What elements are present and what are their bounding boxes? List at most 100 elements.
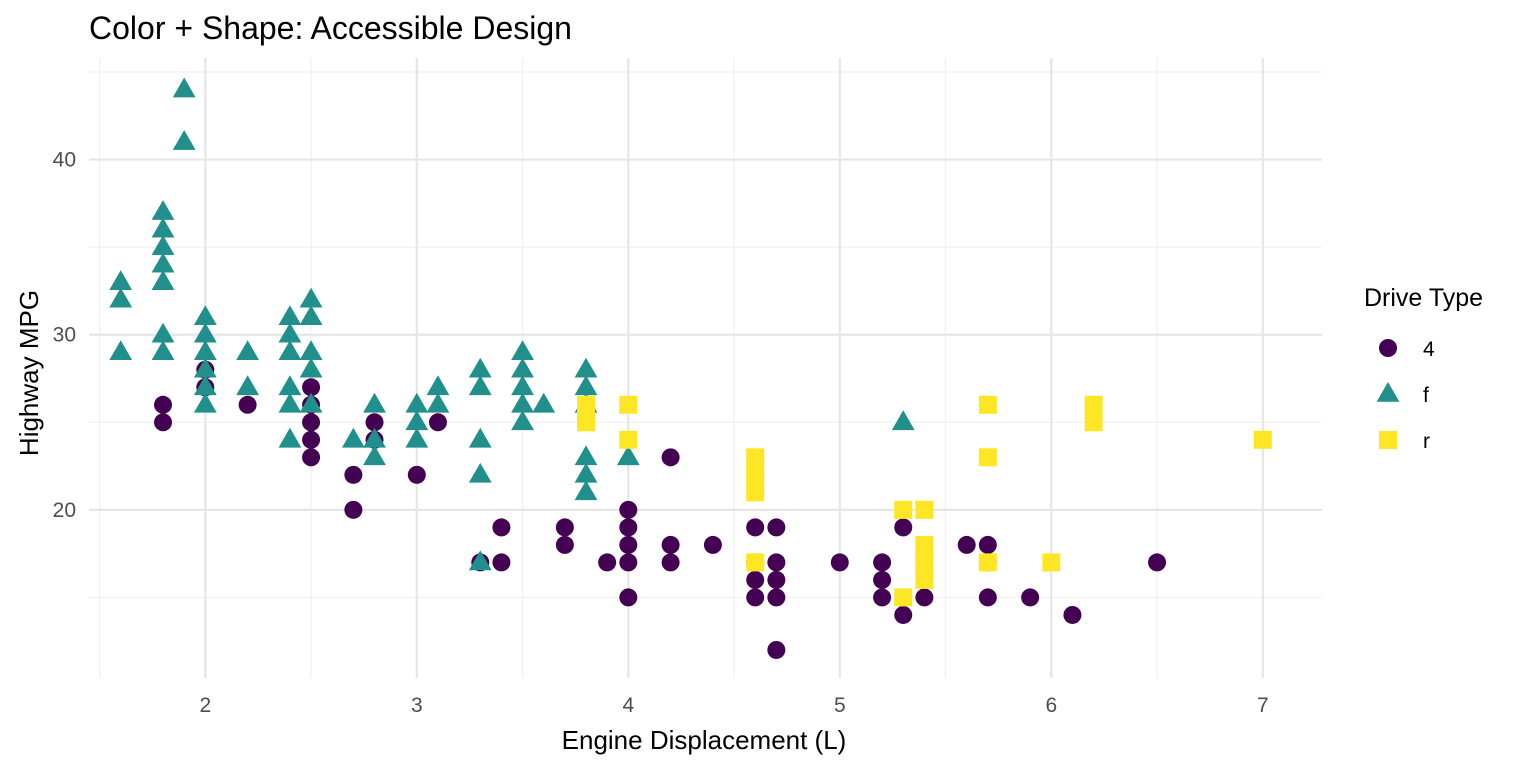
point-f bbox=[193, 322, 217, 343]
point-4 bbox=[767, 553, 786, 572]
point-4 bbox=[915, 588, 934, 607]
point-4 bbox=[555, 535, 574, 554]
point-f bbox=[151, 270, 175, 290]
legend-key-r bbox=[1379, 431, 1397, 449]
legend-label-4: 4 bbox=[1423, 338, 1435, 361]
point-4 bbox=[555, 518, 574, 537]
point-4 bbox=[302, 448, 321, 467]
point-4 bbox=[619, 553, 638, 572]
point-4 bbox=[1021, 588, 1040, 607]
point-f bbox=[426, 392, 450, 413]
point-f bbox=[278, 427, 302, 448]
point-4 bbox=[873, 588, 892, 607]
point-4 bbox=[619, 500, 638, 519]
point-f bbox=[151, 200, 175, 220]
point-4 bbox=[978, 588, 997, 607]
point-f bbox=[172, 77, 196, 98]
point-f bbox=[299, 340, 323, 361]
point-f bbox=[278, 375, 302, 396]
point-4 bbox=[492, 553, 511, 572]
point-4 bbox=[703, 535, 722, 554]
x-axis-title: Engine Displacement (L) bbox=[562, 725, 847, 755]
point-f bbox=[278, 340, 302, 361]
point-f bbox=[405, 427, 429, 448]
point-f bbox=[468, 550, 492, 571]
point-4 bbox=[344, 465, 363, 484]
point-f bbox=[405, 410, 429, 431]
point-f bbox=[299, 392, 323, 413]
point-f bbox=[363, 427, 386, 448]
point-4 bbox=[302, 430, 321, 449]
legend: Drive Type 4 f r bbox=[1364, 284, 1483, 453]
grid bbox=[89, 58, 1322, 678]
point-f bbox=[236, 375, 260, 396]
point-4 bbox=[661, 448, 680, 467]
point-r bbox=[1084, 413, 1103, 432]
point-f bbox=[151, 217, 175, 238]
point-f bbox=[891, 410, 915, 431]
point-r bbox=[894, 588, 913, 607]
point-f bbox=[511, 357, 534, 378]
point-4 bbox=[428, 413, 447, 432]
point-f bbox=[426, 375, 450, 396]
point-f bbox=[532, 392, 556, 413]
point-r bbox=[1042, 553, 1061, 572]
point-4 bbox=[767, 588, 786, 607]
point-4 bbox=[957, 535, 976, 554]
y-tick-label: 20 bbox=[53, 499, 76, 522]
x-tick-label: 5 bbox=[834, 694, 846, 717]
point-4 bbox=[154, 395, 173, 414]
point-4 bbox=[1148, 553, 1167, 572]
point-f bbox=[574, 375, 598, 396]
chart-title: Color + Shape: Accessible Design bbox=[89, 10, 572, 46]
point-4 bbox=[894, 605, 913, 624]
point-f bbox=[278, 305, 302, 326]
point-4 bbox=[767, 640, 786, 659]
point-r bbox=[577, 413, 596, 432]
point-f bbox=[341, 427, 365, 448]
point-4 bbox=[894, 518, 913, 537]
point-f bbox=[193, 375, 217, 396]
point-f bbox=[151, 322, 175, 343]
point-f bbox=[468, 462, 492, 483]
x-tick-label: 6 bbox=[1045, 694, 1057, 717]
point-r bbox=[746, 483, 765, 502]
point-r bbox=[1253, 430, 1272, 449]
legend-label-r: r bbox=[1423, 430, 1430, 453]
point-f bbox=[278, 322, 302, 343]
x-tick-label: 7 bbox=[1257, 694, 1269, 717]
point-4 bbox=[492, 518, 511, 537]
point-r bbox=[746, 448, 765, 467]
point-r bbox=[746, 465, 765, 484]
point-f bbox=[299, 305, 323, 326]
point-4 bbox=[873, 553, 892, 572]
point-f bbox=[172, 130, 196, 150]
point-f bbox=[511, 410, 534, 431]
legend-title: Drive Type bbox=[1364, 284, 1483, 312]
point-4 bbox=[767, 570, 786, 589]
x-tick-label: 2 bbox=[199, 694, 211, 717]
point-f bbox=[363, 445, 386, 466]
point-f bbox=[468, 427, 492, 448]
y-tick-label: 40 bbox=[53, 149, 76, 172]
point-f bbox=[151, 252, 175, 273]
point-4 bbox=[619, 518, 638, 537]
point-4 bbox=[598, 553, 617, 572]
legend-key-f bbox=[1376, 382, 1400, 402]
point-r bbox=[619, 430, 638, 449]
x-tick-label: 3 bbox=[411, 694, 423, 717]
series-r bbox=[577, 395, 1272, 607]
point-f bbox=[193, 340, 217, 361]
point-f bbox=[511, 375, 534, 396]
point-r bbox=[978, 553, 997, 572]
point-r bbox=[915, 570, 934, 589]
point-r bbox=[894, 500, 913, 519]
point-4 bbox=[365, 413, 384, 432]
point-4 bbox=[154, 413, 173, 432]
point-f bbox=[193, 357, 217, 378]
point-4 bbox=[1063, 605, 1082, 624]
point-4 bbox=[746, 570, 765, 589]
point-r bbox=[577, 395, 596, 414]
point-4 bbox=[344, 500, 363, 519]
